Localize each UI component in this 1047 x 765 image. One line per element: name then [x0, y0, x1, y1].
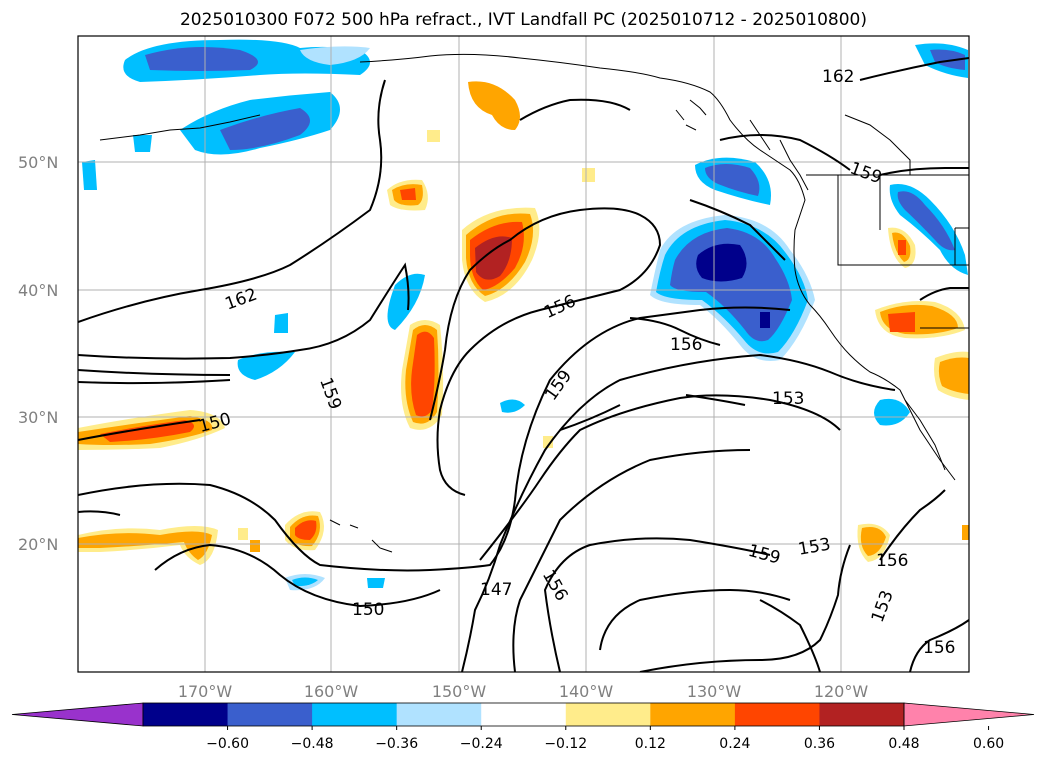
svg-text:153: 153 — [772, 389, 804, 409]
colorbar-tick-label: −0.36 — [375, 736, 418, 752]
svg-text:159: 159 — [746, 541, 783, 569]
lon-label-160w: 160°W — [304, 682, 359, 701]
colorbar-swatch — [143, 703, 229, 726]
map-frame — [77, 35, 970, 673]
longitude-labels: 170°W 160°W 150°W 140°W 130°W 120°W — [178, 682, 869, 701]
svg-text:156: 156 — [538, 567, 572, 605]
map-title: 2025010300 F072 500 hPa refract., IVT La… — [179, 10, 867, 30]
lon-label-120w: 120°W — [814, 682, 869, 701]
lon-label-140w: 140°W — [559, 682, 614, 701]
svg-text:156: 156 — [541, 291, 579, 323]
colorbar-tick-label: −0.48 — [291, 736, 334, 752]
colorbar-swatch — [734, 703, 820, 726]
lon-label-170w: 170°W — [178, 682, 233, 701]
svg-text:150: 150 — [352, 600, 384, 620]
colorbar: −0.60 −0.48 −0.36 −0.24 −0.12 0.12 0.24 0.36 0.4… — [11, 702, 1035, 752]
coastlines — [99, 53, 969, 553]
colorbar-swatch — [312, 703, 398, 726]
svg-text:156: 156 — [923, 638, 955, 658]
svg-text:159: 159 — [541, 366, 576, 404]
field-positive-gulf — [468, 81, 520, 130]
svg-text:153: 153 — [797, 534, 832, 559]
colorbar-extend-low — [11, 702, 144, 727]
colorbar-tick-label: 0.12 — [635, 736, 666, 752]
svg-text:156: 156 — [670, 335, 702, 355]
colorbar-tick-label: −0.24 — [460, 736, 503, 752]
shaded-fields — [78, 39, 969, 591]
colorbar-swatch — [481, 703, 567, 726]
colorbar-swatch — [227, 703, 313, 726]
lat-label-40n: 40°N — [18, 281, 58, 300]
lon-label-150w: 150°W — [432, 682, 487, 701]
svg-text:159: 159 — [315, 375, 345, 412]
colorbar-extend-high — [903, 702, 1035, 727]
colorbar-tick-label: 0.36 — [804, 736, 835, 752]
svg-text:159: 159 — [847, 158, 884, 188]
colorbar-tick-label: −0.12 — [544, 736, 587, 752]
svg-text:147: 147 — [480, 580, 512, 600]
map-panel: 162 162 159 159 159 156 156 156 156 156 … — [78, 36, 969, 672]
svg-text:162: 162 — [222, 285, 259, 315]
lat-label-50n: 50°N — [18, 153, 58, 172]
svg-text:156: 156 — [876, 551, 908, 571]
colorbar-swatch — [819, 703, 905, 726]
height-contours — [78, 57, 969, 672]
colorbar-swatch — [650, 703, 736, 726]
lon-label-130w: 130°W — [687, 682, 742, 701]
colorbar-tick-label: −0.60 — [206, 736, 249, 752]
colorbar-swatch — [565, 703, 651, 726]
colorbar-tick-label: 0.60 — [973, 736, 1004, 752]
svg-text:162: 162 — [822, 67, 854, 87]
svg-text:153: 153 — [868, 588, 898, 625]
colorbar-tick-label: 0.48 — [888, 736, 919, 752]
colorbar-tick-label: 0.24 — [719, 736, 750, 752]
colorbar-swatch — [396, 703, 482, 726]
colorbar-border — [142, 702, 905, 727]
lat-label-30n: 30°N — [18, 408, 58, 427]
lat-label-20n: 20°N — [18, 535, 58, 554]
latitude-labels: 50°N 40°N 30°N 20°N — [18, 153, 58, 554]
